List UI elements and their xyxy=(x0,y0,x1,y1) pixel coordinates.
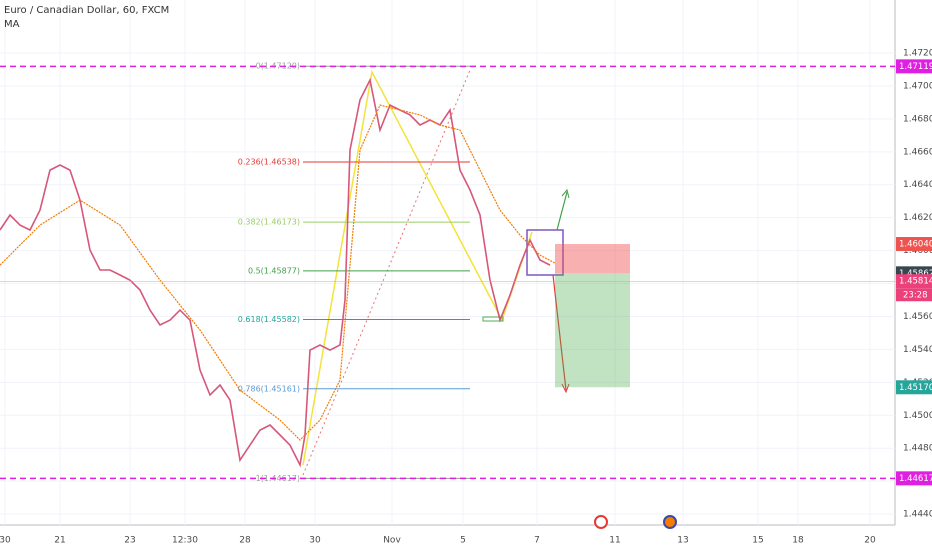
price-line xyxy=(0,77,551,468)
x-tick-label: 23 xyxy=(124,536,135,546)
fib-label: 0.618(1.45582) xyxy=(238,315,300,324)
price-tag xyxy=(896,237,932,252)
highlight-box xyxy=(526,229,564,276)
target-zone xyxy=(555,273,630,388)
y-tick-label: 1.46800 xyxy=(903,114,932,124)
x-tick-label: 13 xyxy=(677,536,688,546)
price-tag-label: 1.45862 xyxy=(899,269,932,279)
y-tick-label: 1.47000 xyxy=(903,81,932,91)
down-arrow-head xyxy=(561,383,570,394)
indicator-label: MA xyxy=(4,19,20,30)
y-tick-label: 1.47200 xyxy=(903,49,932,59)
x-tick-label: 5 xyxy=(460,536,466,546)
price-tag-label: 1.44617 xyxy=(899,474,932,484)
x-tick-label: Nov xyxy=(383,536,401,546)
fib-label: 0.382(1.46173) xyxy=(238,218,300,227)
x-tick-label: 21 xyxy=(54,536,65,546)
fib-label: 0.786(1.45161) xyxy=(238,384,300,393)
event-icon xyxy=(663,515,677,529)
x-tick-label: 18 xyxy=(792,536,804,546)
entry-zone xyxy=(482,316,504,322)
price-tag xyxy=(896,471,932,486)
event-icon xyxy=(594,515,608,529)
fib-label: 0(1.47120) xyxy=(256,62,300,71)
y-tick-label: 1.46600 xyxy=(903,147,932,157)
stop-zone xyxy=(555,244,630,274)
price-line xyxy=(0,104,556,441)
trend-dotted xyxy=(302,69,471,476)
x-tick-label: 20 xyxy=(864,536,876,546)
price-tag-label: 1.45170 xyxy=(899,383,932,393)
y-tick-label: 1.45600 xyxy=(903,312,932,322)
fib-label: 0.5(1.45877) xyxy=(248,266,300,275)
x-tick-label: 30 xyxy=(309,536,321,546)
fib-label: 1(1.44617) xyxy=(256,474,300,483)
price-tag-label: 1.45814 xyxy=(899,277,932,287)
up-arrow-head xyxy=(561,188,570,199)
x-tick-label: 12:30 xyxy=(172,536,198,546)
chart-title: Euro / Canadian Dollar, 60, FXCM xyxy=(4,5,169,16)
y-tick-label: 1.46000 xyxy=(903,246,932,256)
y-tick-label: 1.46200 xyxy=(903,213,932,223)
x-tick-label: 11 xyxy=(609,536,620,546)
y-tick-label: 1.45000 xyxy=(903,411,932,421)
price-tag xyxy=(896,274,932,289)
x-tick-label: 7 xyxy=(534,536,540,546)
price-tag xyxy=(896,59,932,74)
y-tick-label: 1.44800 xyxy=(903,444,932,454)
down-arrow xyxy=(552,274,567,391)
countdown-tag xyxy=(896,288,932,302)
y-tick-label: 1.44400 xyxy=(903,510,932,520)
price-tag-label: 1.46040 xyxy=(899,240,932,250)
y-tick-label: 1.46400 xyxy=(903,180,932,190)
x-tick-label: 28 xyxy=(239,536,251,546)
x-tick-label: 30 xyxy=(0,536,11,546)
fib-label: 0.236(1.46538) xyxy=(238,158,300,167)
x-tick-label: 15 xyxy=(752,536,763,546)
countdown-label: 23:28 xyxy=(903,291,928,301)
up-arrow xyxy=(556,191,568,231)
price-tag xyxy=(896,380,932,395)
price-tag-label: 1.47119 xyxy=(899,62,932,72)
y-tick-label: 1.45400 xyxy=(903,345,932,355)
